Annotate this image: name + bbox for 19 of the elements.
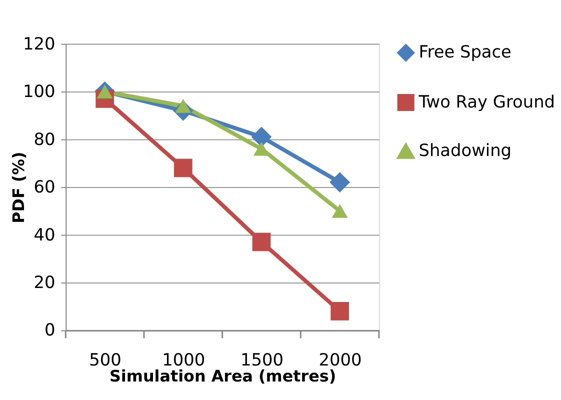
point	[332, 204, 348, 218]
point	[330, 172, 350, 192]
point	[252, 232, 271, 252]
point	[174, 158, 192, 178]
y-tick-label: 20	[34, 272, 56, 292]
legend-label: Two Ray Ground	[418, 91, 556, 112]
y-tick-label: 120	[22, 33, 56, 54]
y-tick-label: 80	[34, 128, 56, 149]
point	[253, 142, 270, 156]
point	[330, 302, 349, 320]
y-tick-label: 60	[34, 176, 56, 197]
legend-label: Shadowing	[418, 140, 512, 160]
y-tick-label: 0	[44, 320, 56, 340]
legend-label: Free Space	[418, 42, 512, 62]
point	[251, 126, 272, 148]
y-tick-label: 40	[34, 224, 56, 244]
y-tick-label: 100	[22, 81, 56, 102]
point	[96, 84, 113, 98]
y-axis-title: PDF (%)	[8, 152, 28, 224]
